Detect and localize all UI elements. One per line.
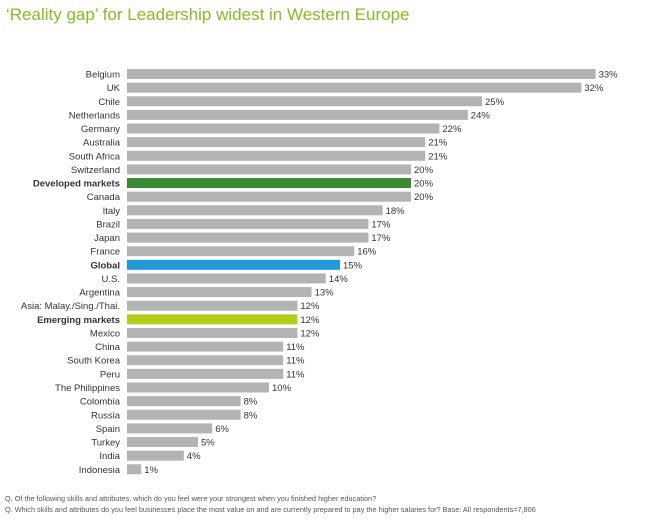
category-label-chile: Chile (98, 97, 120, 108)
category-label-colombia: Colombia (80, 397, 121, 408)
value-label-china: 11% (286, 342, 305, 353)
value-label-netherlands: 24% (471, 110, 491, 121)
bar-asia-malay-sing-thai (127, 300, 298, 311)
value-label-developed-markets: 20% (414, 179, 434, 190)
value-label-chile: 25% (485, 97, 505, 108)
value-label-global: 15% (343, 260, 363, 271)
value-label-peru: 11% (286, 369, 305, 380)
value-label-brazil: 17% (371, 219, 391, 230)
bar-france (127, 246, 355, 257)
bar-emerging-markets (127, 314, 298, 325)
bars-layer: Belgium 33% UK 32% Chile 25% Netherlands 24% Ger… (21, 69, 618, 476)
value-label-argentina: 13% (315, 288, 335, 299)
bar-south-korea (127, 355, 284, 366)
value-label-south-africa: 21% (428, 151, 448, 162)
category-label-the-philippines: The Philippines (55, 383, 120, 394)
bar-belgium (127, 69, 596, 79)
category-label-india: India (99, 451, 120, 462)
category-label-uk: UK (107, 83, 121, 94)
category-label-indonesia: Indonesia (79, 465, 121, 476)
category-label-italy: Italy (103, 206, 121, 217)
category-label-switzerland: Switzerland (71, 165, 120, 176)
value-label-france: 16% (357, 247, 377, 258)
category-label-spain: Spain (96, 424, 120, 435)
bar-brazil (127, 218, 369, 229)
value-label-spain: 6% (215, 424, 229, 435)
bar-argentina (127, 287, 312, 298)
value-label-asia-malay-sing-thai: 12% (300, 301, 320, 312)
category-label-u-s: U.S. (102, 274, 120, 285)
bar-chile (127, 96, 482, 107)
footnote-2: Q. Which skills and attributes do you fe… (5, 504, 536, 514)
chart-title: ‘Reality gap’ for Leadership widest in W… (6, 5, 410, 24)
category-label-canada: Canada (87, 192, 121, 203)
bar-india (127, 450, 184, 461)
category-label-turkey: Turkey (91, 438, 120, 449)
bar-china (127, 341, 284, 352)
value-label-canada: 20% (414, 192, 434, 203)
bar-indonesia (127, 464, 142, 475)
bar-the-philippines (127, 382, 269, 393)
footnote-1: Q. Of the following skills and attribute… (5, 494, 377, 503)
value-label-australia: 21% (428, 138, 448, 149)
value-label-germany: 22% (442, 124, 462, 135)
bar-turkey (127, 437, 198, 448)
value-label-south-korea: 11% (286, 356, 305, 367)
category-label-belgium: Belgium (86, 70, 120, 81)
value-label-u-s: 14% (329, 274, 349, 285)
value-label-belgium: 33% (599, 70, 619, 81)
value-label-mexico: 12% (300, 328, 320, 339)
category-label-south-korea: South Korea (67, 356, 121, 367)
category-label-netherlands: Netherlands (69, 110, 120, 121)
category-label-peru: Peru (100, 369, 120, 380)
category-label-brazil: Brazil (96, 219, 120, 230)
bar-uk (127, 82, 582, 93)
value-label-italy: 18% (386, 206, 406, 217)
category-label-australia: Australia (83, 138, 121, 149)
value-label-colombia: 8% (244, 397, 258, 408)
value-label-russia: 8% (244, 410, 258, 421)
value-label-turkey: 5% (201, 438, 215, 449)
bar-spain (127, 423, 213, 434)
bar-russia (127, 409, 241, 420)
bar-australia (127, 137, 426, 148)
category-label-germany: Germany (81, 124, 120, 135)
value-label-emerging-markets: 12% (300, 315, 320, 326)
footnotes: Q. Of the following skills and attribute… (5, 494, 536, 515)
bar-colombia (127, 396, 241, 407)
category-label-south-africa: South Africa (69, 151, 121, 162)
value-label-switzerland: 20% (414, 165, 434, 176)
category-label-developed-markets: Developed markets (33, 179, 120, 190)
bar-germany (127, 123, 440, 134)
category-label-asia-malay-sing-thai: Asia: Malay./Sing./Thai. (21, 301, 120, 312)
value-label-indonesia: 1% (144, 465, 158, 476)
category-label-japan: Japan (94, 233, 120, 244)
value-label-uk: 32% (584, 83, 604, 94)
category-label-global: Global (90, 260, 120, 271)
value-label-japan: 17% (371, 233, 391, 244)
category-label-china: China (95, 342, 121, 353)
bar-netherlands (127, 109, 468, 120)
category-label-france: France (90, 247, 120, 258)
bar-south-africa (127, 150, 426, 161)
category-label-russia: Russia (91, 410, 121, 421)
bar-italy (127, 205, 383, 216)
category-label-argentina: Argentina (79, 288, 120, 299)
category-label-emerging-markets: Emerging markets (37, 315, 120, 326)
bar-canada (127, 191, 411, 202)
bar-japan (127, 232, 369, 243)
value-label-india: 4% (187, 451, 201, 462)
bar-u-s (127, 273, 326, 284)
bar-developed-markets (127, 178, 411, 189)
value-label-the-philippines: 10% (272, 383, 292, 394)
category-label-mexico: Mexico (90, 328, 120, 339)
bar-global (127, 259, 340, 270)
bar-peru (127, 368, 284, 379)
bar-switzerland (127, 164, 411, 175)
bar-mexico (127, 327, 298, 338)
